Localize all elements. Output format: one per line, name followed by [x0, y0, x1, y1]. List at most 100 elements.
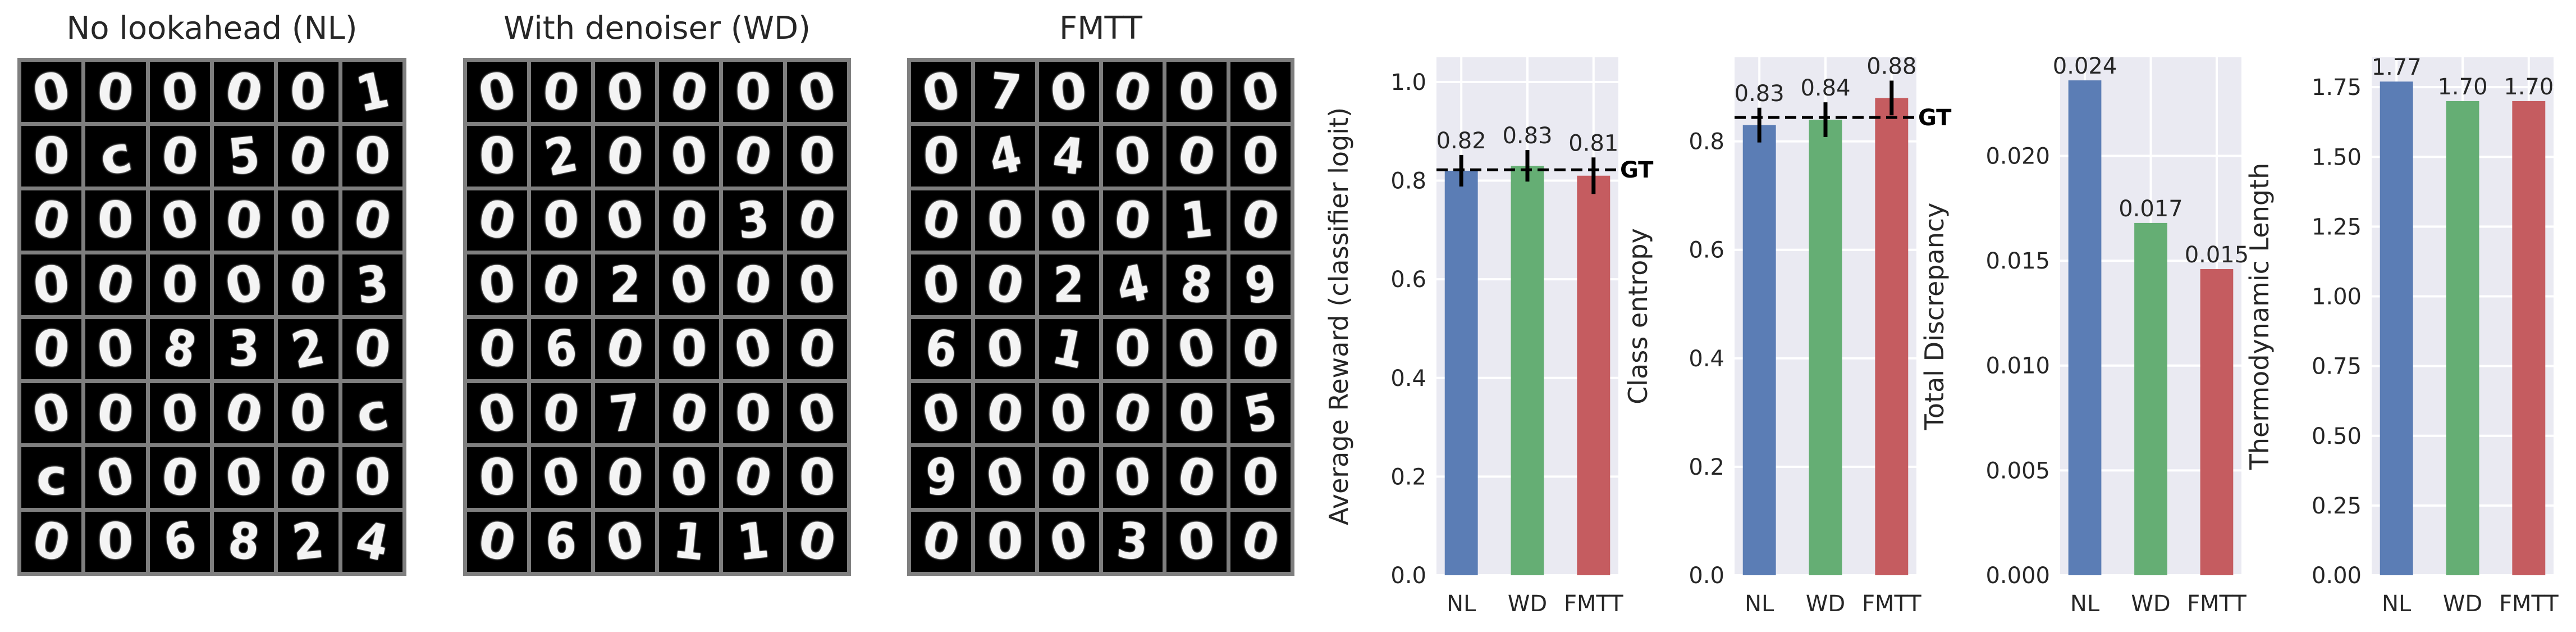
panel-title-nl: No lookahead (NL) — [66, 10, 358, 47]
digit-sample: 2 — [531, 126, 591, 187]
digit-sample: 0 — [595, 126, 655, 187]
digit-sample: 0 — [149, 254, 210, 315]
digit-sample: 3 — [1102, 511, 1163, 572]
digit-sample: 0 — [1166, 511, 1227, 572]
chart-2: 0.0 0.2 0.4 0.6 0.8 0.83 NL 0.84 WD 0.88 FMTT GT Cla… — [1623, 54, 1952, 617]
digit-sample: 0 — [974, 447, 1035, 508]
digit-sample: 0 — [659, 447, 719, 508]
y-axis-label: Average Reward (classifier logit) — [1324, 107, 1354, 525]
digit-sample: 0 — [1166, 319, 1227, 379]
panel-title-fmtt: FMTT — [1059, 10, 1142, 47]
digit-sample: 0 — [1102, 190, 1163, 251]
digit-sample: 0 — [723, 126, 783, 187]
digit-sample: 5 — [214, 126, 274, 187]
digit-sample: 0 — [278, 254, 338, 315]
y-tick-label: 0.6 — [1390, 267, 1426, 293]
digit-sample: 0 — [787, 319, 847, 379]
digit-sample: 0 — [214, 190, 274, 251]
y-tick-label: 0.015 — [1985, 248, 2050, 274]
digit-sample: 2 — [595, 254, 655, 315]
digit-sample: 0 — [1038, 383, 1099, 444]
digit-sample: 0 — [278, 190, 338, 251]
digit-sample: 0 — [21, 254, 82, 315]
bar-wd — [1809, 120, 1842, 575]
digit-sample: 0 — [723, 447, 783, 508]
x-tick-label: NL — [1745, 591, 1774, 617]
digit-sample: 0 — [21, 190, 82, 251]
chart-1: 0.0 0.2 0.4 0.6 0.8 1.0 0.82 NL 0.83 WD 0.81 FMTT GT… — [1324, 57, 1654, 617]
value-label: 1.77 — [2372, 54, 2422, 80]
digit-sample: 0 — [974, 190, 1035, 251]
bar-fmtt — [1875, 98, 1909, 575]
digit-sample: 0 — [1038, 447, 1099, 508]
digit-sample: 0 — [342, 447, 402, 508]
x-tick-label: FMTT — [1564, 591, 1623, 617]
x-tick-label: FMTT — [1862, 591, 1921, 617]
digit-sample: 9 — [911, 447, 971, 508]
digit-sample: 8 — [214, 511, 274, 572]
digit-sample: 6 — [531, 511, 591, 572]
digit-sample: 0 — [659, 126, 719, 187]
digit-sample: 0 — [149, 62, 210, 122]
y-tick-label: 1.75 — [2312, 75, 2362, 101]
digit-sample: 0 — [85, 383, 146, 444]
y-axis-label: Total Discrepancy — [1919, 203, 1950, 431]
digit-sample: c — [21, 447, 82, 508]
digit-sample: 0 — [659, 383, 719, 444]
digit-sample: 4 — [974, 126, 1035, 187]
digit-sample: 0 — [149, 190, 210, 251]
digit-sample: 0 — [787, 62, 847, 122]
digit-sample: 0 — [467, 126, 527, 187]
digit-sample: 0 — [85, 447, 146, 508]
digit-sample: 3 — [342, 254, 402, 315]
x-tick-label: WD — [1508, 591, 1547, 617]
digit-sample: 0 — [278, 126, 338, 187]
digit-sample: 7 — [595, 383, 655, 444]
value-label: 1.70 — [2504, 74, 2554, 100]
digit-sample: 0 — [21, 319, 82, 379]
y-tick-label: 0.00 — [2312, 563, 2362, 589]
digit-sample: 0 — [467, 319, 527, 379]
gt-label: GT — [1620, 157, 1654, 183]
value-label: 1.70 — [2437, 74, 2487, 100]
digit-sample: 4 — [1102, 254, 1163, 315]
bar-wd — [1511, 166, 1544, 576]
digit-sample: 4 — [342, 511, 402, 572]
gt-label: GT — [1918, 105, 1952, 131]
digit-sample: 0 — [974, 511, 1035, 572]
bar-nl — [1742, 125, 1776, 575]
digit-sample: 2 — [1038, 254, 1099, 315]
digit-sample: 0 — [342, 126, 402, 187]
y-tick-label: 0.0 — [1689, 563, 1724, 589]
value-label: 0.017 — [2119, 196, 2183, 222]
digit-sample: 0 — [1102, 126, 1163, 187]
bar-fmtt — [2512, 101, 2546, 576]
digit-sample: 2 — [278, 319, 338, 379]
digit-sample: 0 — [723, 254, 783, 315]
x-tick-label: FMTT — [2499, 591, 2559, 617]
y-tick-label: 0.000 — [1985, 563, 2050, 589]
digit-sample: 0 — [149, 383, 210, 444]
digit-sample: 0 — [531, 62, 591, 122]
digit-sample: 0 — [1038, 511, 1099, 572]
value-label: 0.88 — [1866, 54, 1916, 80]
digit-sample: 0 — [595, 319, 655, 379]
digit-sample: 0 — [1230, 190, 1291, 251]
digit-sample: 5 — [1230, 383, 1291, 444]
digit-sample: 0 — [911, 383, 971, 444]
digit-sample: 0 — [911, 511, 971, 572]
digit-sample: 0 — [787, 383, 847, 444]
x-tick-label: NL — [2382, 591, 2412, 617]
y-tick-label: 0.2 — [1689, 454, 1724, 480]
digit-sample: 0 — [214, 383, 274, 444]
digit-sample: 0 — [595, 511, 655, 572]
y-tick-label: 0.75 — [2312, 354, 2362, 380]
digit-sample: 0 — [1166, 62, 1227, 122]
value-label: 0.015 — [2185, 242, 2249, 268]
value-label: 0.84 — [1800, 75, 1850, 101]
digit-sample: 0 — [659, 254, 719, 315]
value-label: 0.81 — [1568, 130, 1618, 156]
digit-sample: 0 — [467, 383, 527, 444]
